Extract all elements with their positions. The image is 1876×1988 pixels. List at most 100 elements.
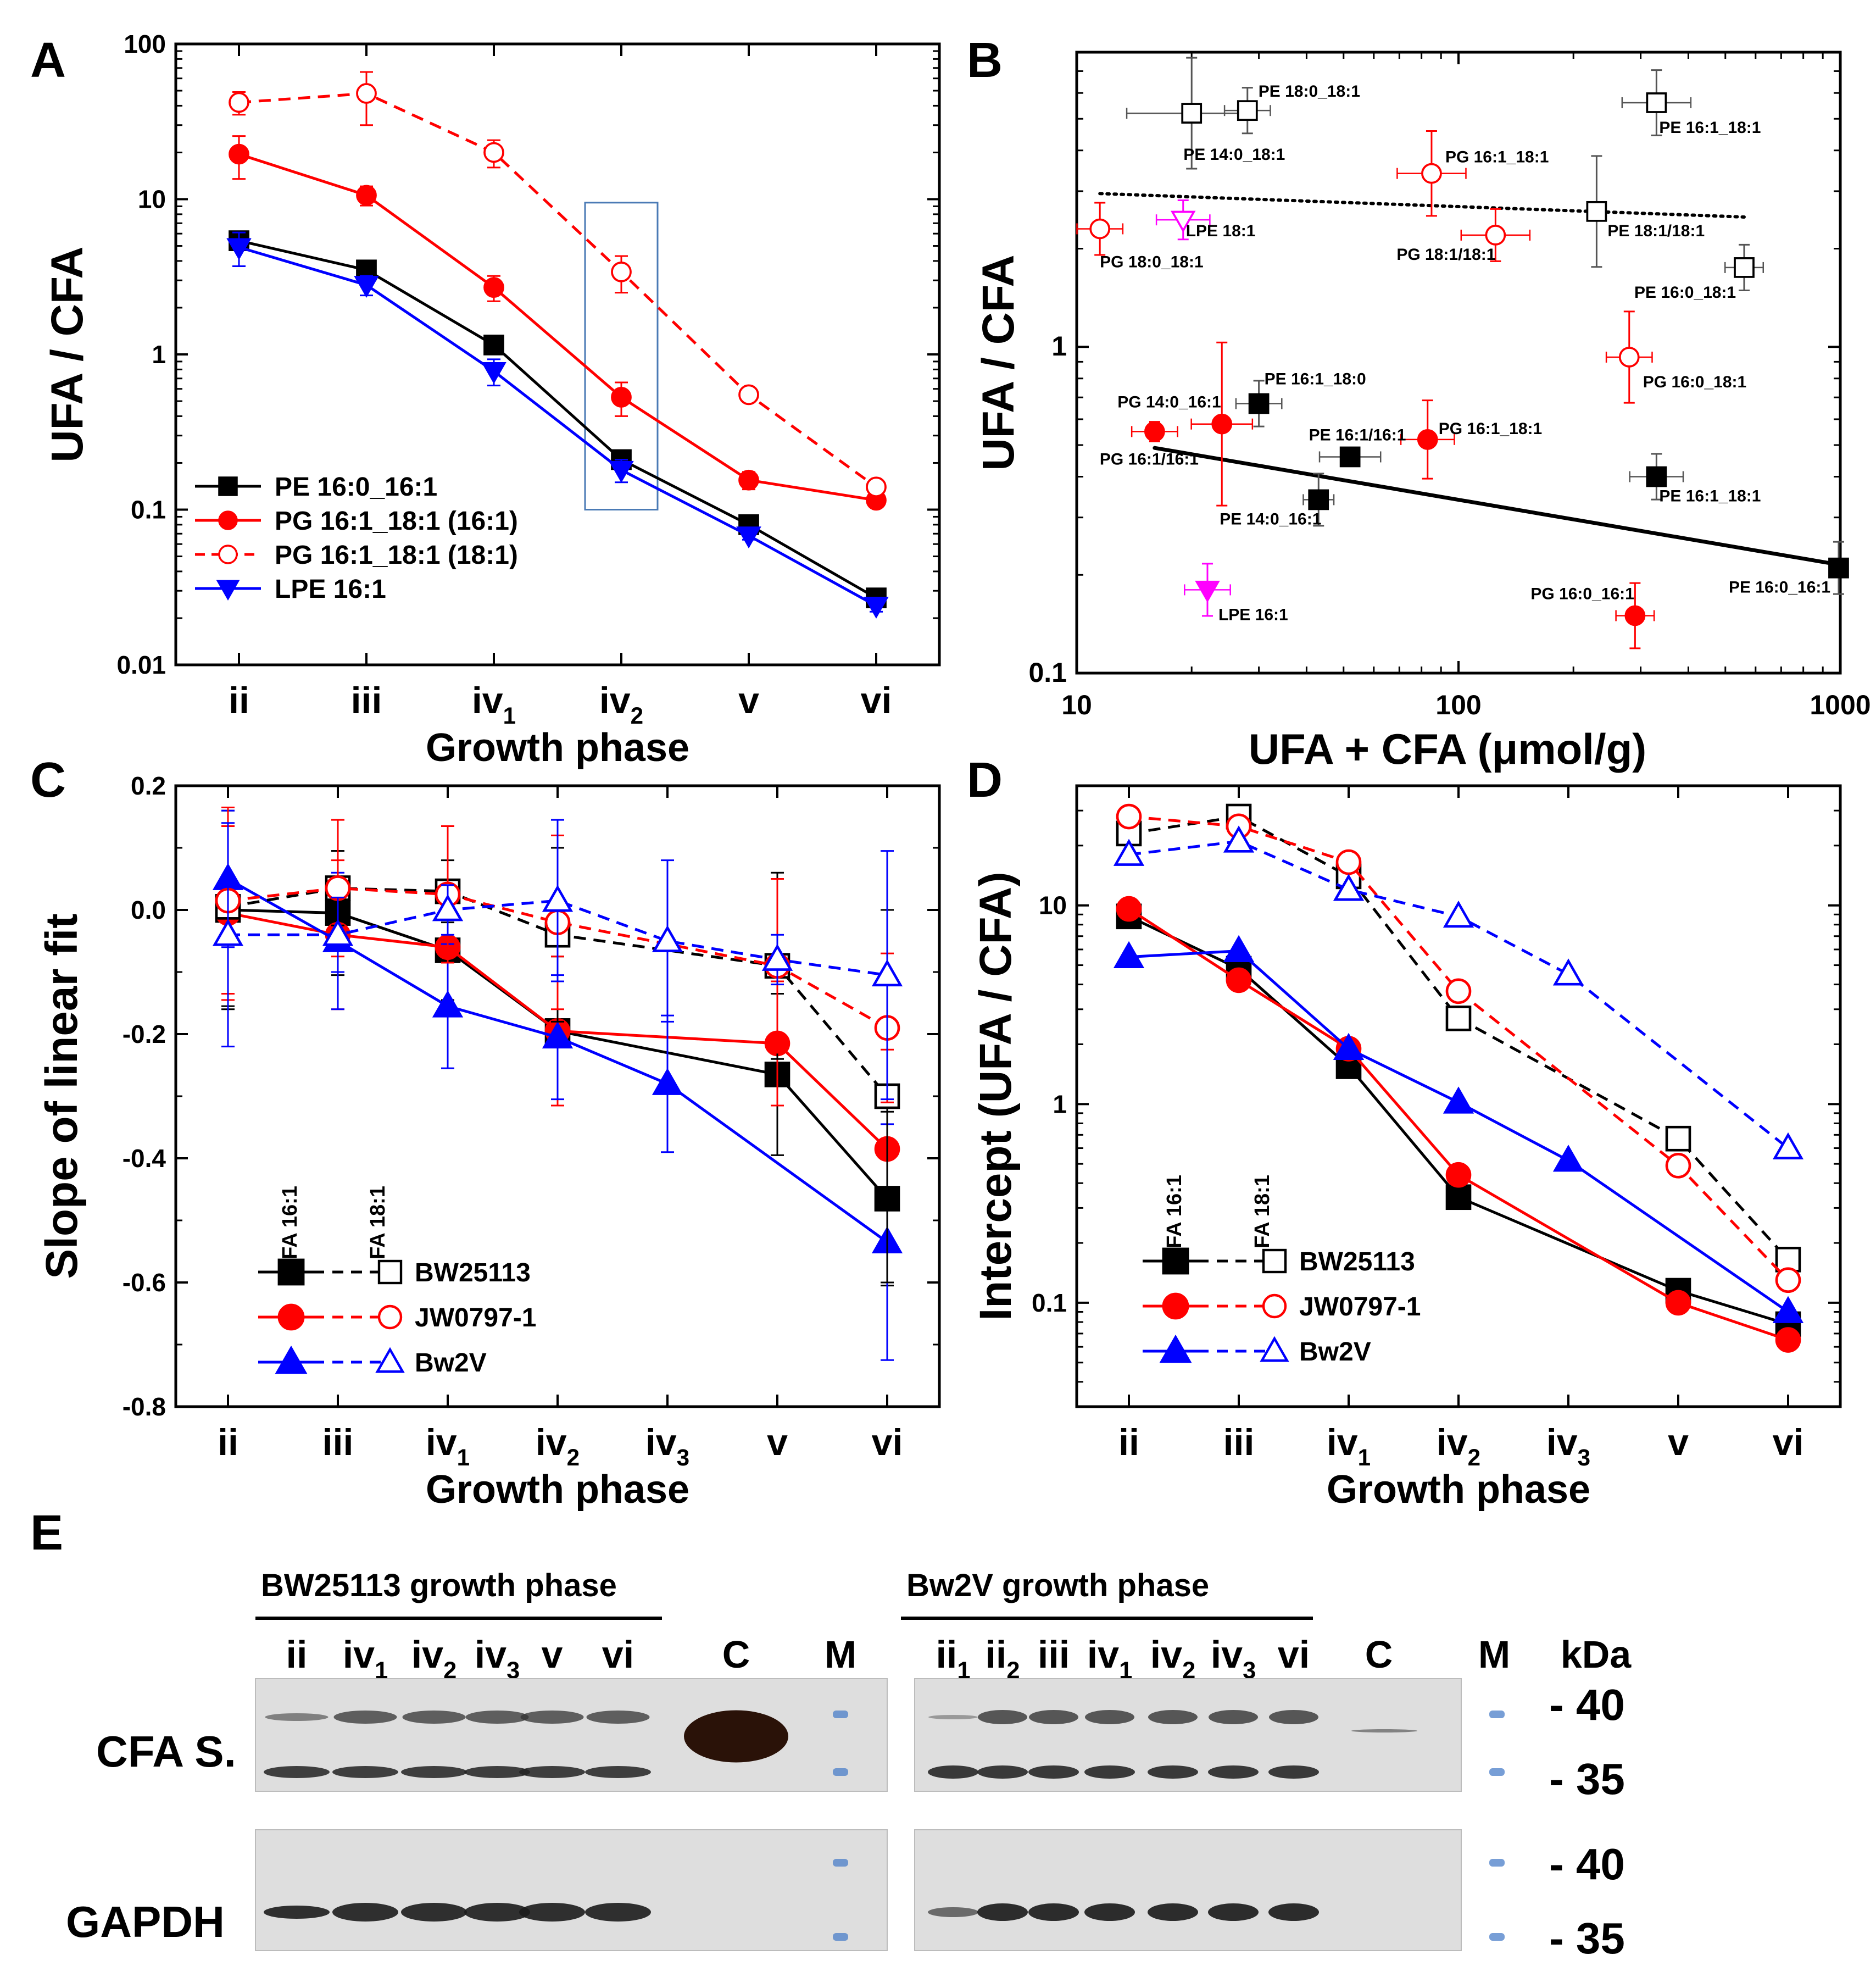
membrane [914,1829,1462,1951]
point-label: PE 18:1/18:1 [1607,222,1705,240]
legend-marker [277,1258,305,1286]
x-tick-label: vi [861,680,892,721]
legend-label: PG 16:1_18:1 (16:1) [275,507,518,536]
legend: BW25113 JW0797-1 Bw2V FA 16:1 FA 18:1 [1143,1175,1421,1367]
x-tick-label-base: iv [645,1421,677,1463]
lane-label: vi [602,1633,634,1676]
scatter-point: PE 16:0_16:1 [1729,541,1849,597]
series-line [227,878,888,1243]
scatter-point: PE 16:1_18:1 [1629,453,1761,506]
band [1148,1765,1198,1779]
x-tick-label: v [767,1421,788,1463]
panel-d-letter: D [967,753,1003,808]
panel-b: B 10 100 1000 0.1 1 UFA + CFA (μmol/g) UFA / C… [967,33,1871,773]
band [520,1711,584,1724]
series-line [1128,840,1789,1150]
series-line [238,246,877,607]
x-tick-label-base: iv [426,1421,457,1463]
x-tick-label-sub: 1 [1358,1445,1371,1470]
band [402,1711,466,1724]
y-tick-label: -0.8 [123,1392,166,1421]
scatter-point: LPE 16:1 [1184,563,1288,624]
data-point [1170,210,1196,233]
y-tick-label: 0.1 [1028,657,1067,688]
y-tick-label: -0.4 [123,1144,166,1173]
y-tick-label: 0.1 [1032,1289,1067,1317]
x-tick-label: ii [229,680,249,721]
band [1028,1903,1079,1921]
data-point [1421,163,1442,184]
series-line [227,886,888,1029]
y-tick-label: 10 [1039,891,1067,920]
y-axis-title: Intercept (UFA / CFA) [971,872,1021,1321]
band [1148,1903,1198,1921]
data-point [1144,421,1165,442]
point-label: PE 16:0_18:1 [1634,284,1736,302]
data-point [432,894,464,921]
legend-marker [218,510,238,530]
scatter-point: PG 16:0_16:1 [1530,582,1655,649]
point-label: PG 16:0_18:1 [1643,373,1746,391]
data-point [1333,874,1365,901]
x-tick-label-base: v [767,1421,788,1463]
data-point [542,1021,574,1049]
legend-marker [1159,1334,1192,1363]
lane-label-base: ii [985,1633,1006,1676]
x-tick-label-sub: 3 [1578,1445,1590,1470]
point-label: PG 16:1_18:1 [1445,148,1549,166]
fit-line [1098,192,1746,219]
marker-lane-label: M [825,1633,856,1676]
y-tick-label: 0.2 [131,771,166,800]
x-tick-label-base: ii [1118,1421,1139,1463]
data-point [1646,466,1667,487]
data-point [1181,103,1203,124]
band [332,1903,398,1922]
band [265,1713,329,1721]
band [464,1903,530,1922]
band [684,1710,788,1763]
point-label: PE 16:0_16:1 [1729,579,1830,597]
legend-label: BW25113 [415,1258,531,1287]
fit-line [1153,446,1841,567]
data-point [1335,849,1362,875]
ladder-band [833,1768,848,1776]
fa-annotation: FA 16:1 [279,1186,302,1259]
lane-label-base: iv [1150,1633,1182,1676]
lane-label: iii [1038,1633,1070,1676]
legend-marker [277,1303,305,1331]
lane-label: iv1 [343,1633,388,1684]
membrane [255,1829,888,1951]
data-point [738,469,759,491]
y-tick-label: 0.01 [116,651,166,679]
data-point [1485,225,1506,246]
legend-label: JW0797-1 [1299,1292,1421,1321]
data-point [1665,1125,1691,1152]
x-tick-label: ii [1118,1421,1139,1463]
band [1084,1765,1135,1779]
x-tick-label-sub: 3 [677,1445,689,1470]
data-point [356,83,377,104]
data-point [229,92,249,113]
scatter-point: PE 16:0_18:1 [1634,243,1764,302]
band [1028,1765,1079,1779]
lane-label-base: vi [602,1633,634,1676]
lane-label-base: iii [1038,1633,1070,1676]
x-axis-title: Growth phase [426,1468,689,1512]
y-axis: -0.8 -0.6 -0.4 -0.2 0.0 0.2 [123,771,939,1421]
data-point [1646,92,1667,113]
data-point [1772,1296,1804,1323]
legend-marker [218,476,238,496]
y-tick-label: -0.2 [123,1020,166,1048]
lane-label-base: iv [475,1633,506,1676]
ladder-band [1489,1859,1505,1867]
x-tick-label: 100 [1435,690,1481,720]
y-axis-title: UFA / CFA [973,254,1023,470]
ladder-band [833,1711,848,1718]
band [1268,1765,1319,1779]
data-point [354,276,379,298]
band [1085,1710,1134,1724]
band [586,1711,650,1724]
x-tick-label-base: vi [872,1421,903,1463]
